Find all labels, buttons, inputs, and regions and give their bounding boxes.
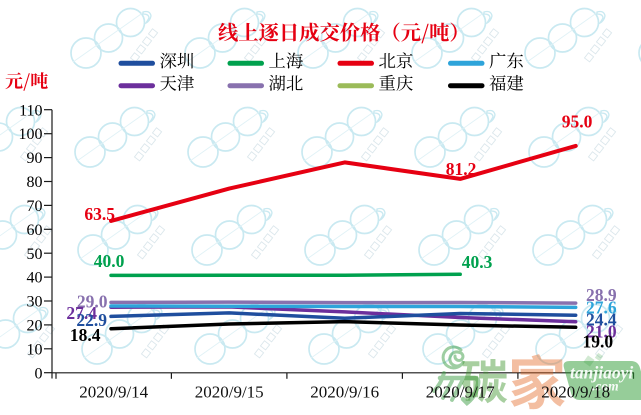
svg-text:20: 20	[27, 318, 43, 335]
svg-text:24.4: 24.4	[586, 310, 617, 330]
svg-text:100: 100	[19, 126, 43, 143]
svg-text:50: 50	[27, 246, 43, 263]
svg-text:28.9: 28.9	[586, 285, 617, 305]
svg-text:40.0: 40.0	[94, 251, 125, 271]
svg-text:2020/9/15: 2020/9/15	[195, 383, 264, 402]
svg-text:22.9: 22.9	[76, 310, 107, 330]
svg-text:40.3: 40.3	[462, 252, 493, 272]
svg-text:2020/9/14: 2020/9/14	[79, 383, 148, 402]
svg-text:90: 90	[27, 150, 43, 167]
svg-text:0: 0	[35, 365, 43, 382]
svg-text:21.0: 21.0	[586, 322, 617, 342]
svg-text:.com: .com	[592, 379, 619, 394]
svg-text:2020/9/18: 2020/9/18	[541, 383, 610, 402]
svg-text:18.4: 18.4	[70, 325, 101, 345]
svg-text:tanjiaoyi: tanjiaoyi	[570, 363, 633, 383]
svg-text:27.6: 27.6	[586, 298, 617, 318]
svg-text:27.4: 27.4	[66, 303, 97, 323]
svg-text:30: 30	[27, 294, 43, 311]
svg-text:10: 10	[27, 341, 43, 358]
svg-text:60: 60	[27, 222, 43, 239]
svg-text:19.0: 19.0	[583, 332, 614, 352]
svg-text:81.2: 81.2	[446, 159, 477, 179]
svg-text:2020/9/16: 2020/9/16	[310, 383, 379, 402]
svg-text:110: 110	[19, 102, 42, 119]
svg-text:63.5: 63.5	[84, 204, 115, 224]
svg-text:29.0: 29.0	[77, 292, 108, 312]
svg-text:2020/9/17: 2020/9/17	[426, 383, 495, 402]
svg-text:40: 40	[27, 270, 43, 287]
svg-text:80: 80	[27, 174, 43, 191]
svg-text:70: 70	[27, 198, 43, 215]
svg-text:95.0: 95.0	[562, 112, 593, 132]
